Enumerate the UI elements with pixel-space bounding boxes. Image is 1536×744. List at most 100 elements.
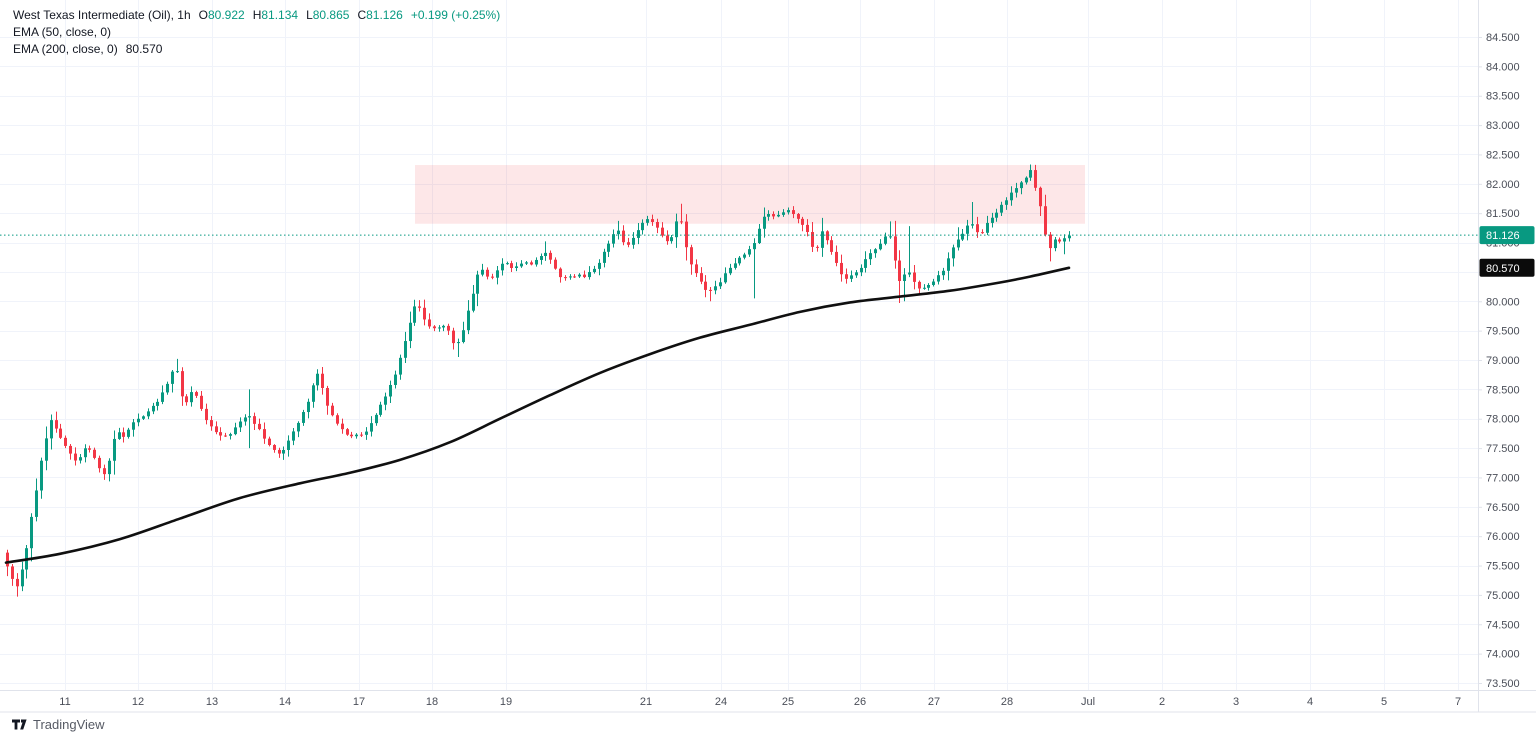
- symbol-title[interactable]: West Texas Intermediate (Oil), 1h: [13, 8, 191, 22]
- candle-body: [30, 516, 33, 549]
- grid-lines: [0, 0, 1478, 690]
- candle-body: [394, 374, 397, 385]
- candle-body: [903, 274, 906, 282]
- candle-body: [981, 232, 984, 234]
- candle-body: [685, 221, 688, 248]
- candle-body: [88, 448, 91, 450]
- time-axis-label: 4: [1307, 696, 1313, 708]
- candle-body: [127, 429, 130, 437]
- candle-body: [210, 420, 213, 427]
- candle-body: [215, 426, 218, 433]
- candle-body: [840, 262, 843, 275]
- candle-body: [544, 252, 547, 257]
- candle-body: [894, 236, 897, 261]
- candle-body: [860, 267, 863, 273]
- symbol-row[interactable]: West Texas Intermediate (Oil), 1h O80.922…: [13, 7, 500, 24]
- candle-body: [578, 274, 581, 277]
- candle-body: [607, 243, 610, 252]
- candle-body: [869, 253, 872, 260]
- price-axis-label: 79.000: [1486, 355, 1520, 367]
- candle-body: [918, 281, 921, 289]
- candle-body: [656, 221, 659, 228]
- candle-body: [520, 263, 523, 267]
- candle-body: [389, 384, 392, 397]
- candle-body: [845, 274, 848, 279]
- indicator-row-ema200[interactable]: EMA (200, close, 0) 80.570: [13, 41, 500, 58]
- price-axis-label: 75.500: [1486, 561, 1520, 573]
- candle-body: [147, 411, 150, 417]
- candlesticks[interactable]: [6, 164, 1071, 597]
- candle-body: [74, 453, 77, 461]
- candle-body: [1005, 200, 1008, 205]
- candle-body: [675, 221, 678, 238]
- candle-body: [64, 437, 67, 446]
- candle-body: [748, 249, 751, 255]
- candle-body: [379, 404, 382, 415]
- candle-body: [535, 259, 538, 265]
- candle-body: [554, 259, 557, 269]
- high-label: H: [252, 8, 262, 22]
- candle-body: [753, 243, 756, 250]
- candle-body: [549, 252, 552, 260]
- candle-body: [224, 435, 227, 437]
- last-price-badge: 81.126: [1479, 226, 1535, 245]
- candle-body: [268, 438, 271, 446]
- candle-body: [792, 210, 795, 215]
- candle-body: [787, 210, 790, 213]
- candle-body: [971, 224, 974, 226]
- price-axis[interactable]: 84.500 84.000 83.500 83.000 82.500 82.000 81.5…: [1478, 32, 1520, 690]
- candle-body: [132, 422, 135, 430]
- candle-body: [462, 330, 465, 343]
- candle-body: [181, 371, 184, 397]
- change-value: +0.199 (+0.25%): [410, 8, 501, 22]
- candle-body: [952, 247, 955, 259]
- candle-body: [729, 267, 732, 274]
- candle-body: [598, 262, 601, 269]
- time-axis[interactable]: 11 12 13 14 17 18 19 21 24 25 26 27 28 Jul 2 3 4 5 7: [59, 696, 1461, 708]
- candle-body: [1020, 182, 1023, 189]
- candle-body: [409, 322, 412, 342]
- candle-body: [248, 416, 251, 418]
- candle-body: [21, 569, 24, 587]
- candle-body: [1025, 177, 1028, 183]
- candle-body: [976, 224, 979, 233]
- candle-body: [864, 259, 867, 268]
- price-axis-label: 82.000: [1486, 179, 1520, 191]
- candle-body: [302, 412, 305, 423]
- supply-zone[interactable]: [415, 165, 1085, 224]
- candle-body: [176, 371, 179, 373]
- candle-body: [156, 401, 159, 406]
- candle-body: [738, 257, 741, 264]
- candle-body: [1039, 187, 1042, 207]
- candle-body: [1063, 238, 1066, 242]
- time-axis-label: 19: [500, 696, 512, 708]
- low-label: L: [306, 8, 313, 22]
- time-axis-label: 24: [715, 696, 727, 708]
- candle-body: [384, 396, 387, 405]
- tradingview-logo[interactable]: TradingView: [12, 717, 105, 732]
- candle-body: [6, 552, 9, 567]
- time-axis-label: 21: [640, 696, 652, 708]
- candle-body: [627, 242, 630, 245]
- candle-body: [142, 416, 145, 419]
- ema200-line[interactable]: [4, 266, 1071, 564]
- candle-body: [326, 387, 329, 406]
- candle-body: [763, 216, 766, 229]
- candle-body: [442, 325, 445, 328]
- candle-body: [205, 408, 208, 421]
- candle-body: [331, 405, 334, 416]
- candle-body: [898, 260, 901, 282]
- svg-text:81.126: 81.126: [1486, 230, 1520, 242]
- price-axis-label: 75.000: [1486, 590, 1520, 602]
- candle-body: [501, 263, 504, 271]
- candle-body: [166, 383, 169, 393]
- time-axis-label: 25: [782, 696, 794, 708]
- price-axis-label: 79.500: [1486, 326, 1520, 338]
- indicator-row-ema50[interactable]: EMA (50, close, 0): [13, 24, 500, 41]
- candle-body: [583, 274, 586, 278]
- time-axis-label: 26: [854, 696, 866, 708]
- candle-body: [11, 566, 14, 579]
- price-axis-label: 82.500: [1486, 149, 1520, 161]
- time-axis-label: Jul: [1081, 696, 1095, 708]
